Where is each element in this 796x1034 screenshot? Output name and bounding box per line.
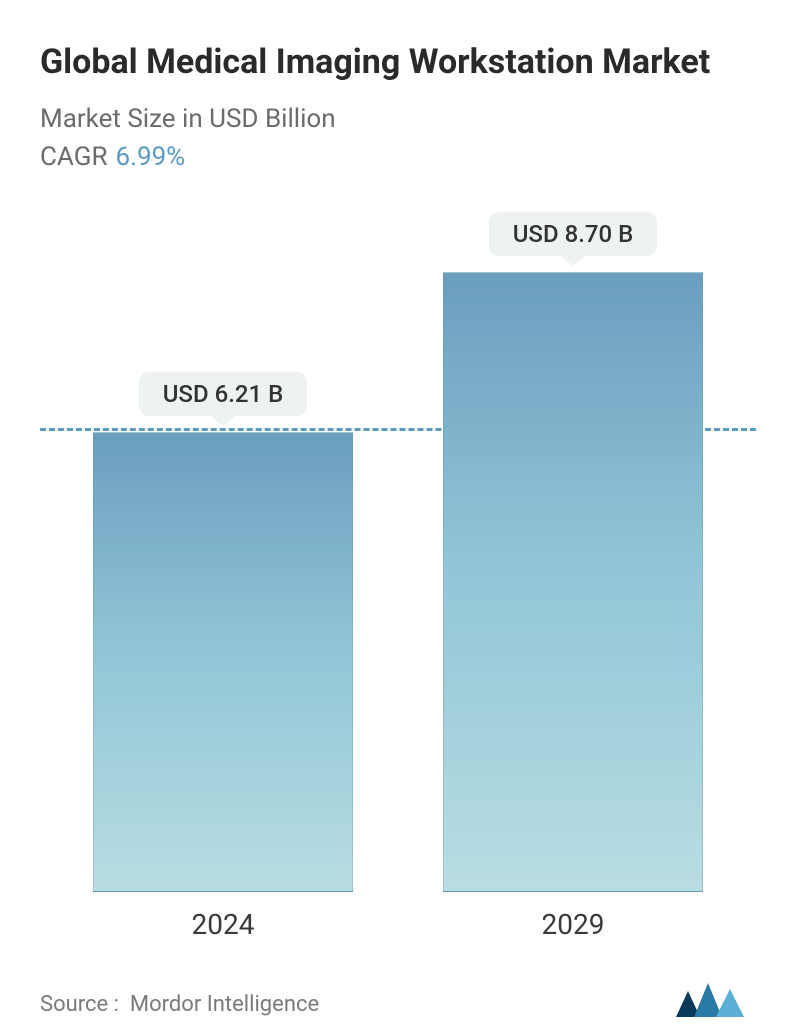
bar-0 <box>93 432 353 892</box>
cagr-row: CAGR 6.99% <box>40 142 756 172</box>
source-label: Source : <box>40 992 119 1017</box>
chart-area: USD 6.21 B 2024 USD 8.70 B 2029 <box>40 212 756 961</box>
source-name: Mordor Intelligence <box>130 992 319 1017</box>
year-label-0: 2024 <box>192 908 255 941</box>
source-text: Source : Mordor Intelligence <box>40 992 319 1017</box>
chart-footer: Source : Mordor Intelligence <box>40 961 756 1017</box>
value-badge-0: USD 6.21 B <box>139 372 308 416</box>
cagr-label: CAGR <box>40 142 107 172</box>
year-label-1: 2029 <box>542 908 605 941</box>
value-badge-1: USD 8.70 B <box>489 212 658 256</box>
chart-subtitle: Market Size in USD Billion <box>40 104 756 134</box>
chart-title: Global Medical Imaging Workstation Marke… <box>40 40 756 84</box>
bar-group-0: USD 6.21 B 2024 <box>93 372 353 941</box>
cagr-value: 6.99% <box>115 142 185 172</box>
brand-logo-icon <box>676 981 756 1017</box>
bar-1 <box>443 272 703 892</box>
bar-group-1: USD 8.70 B 2029 <box>443 212 703 941</box>
